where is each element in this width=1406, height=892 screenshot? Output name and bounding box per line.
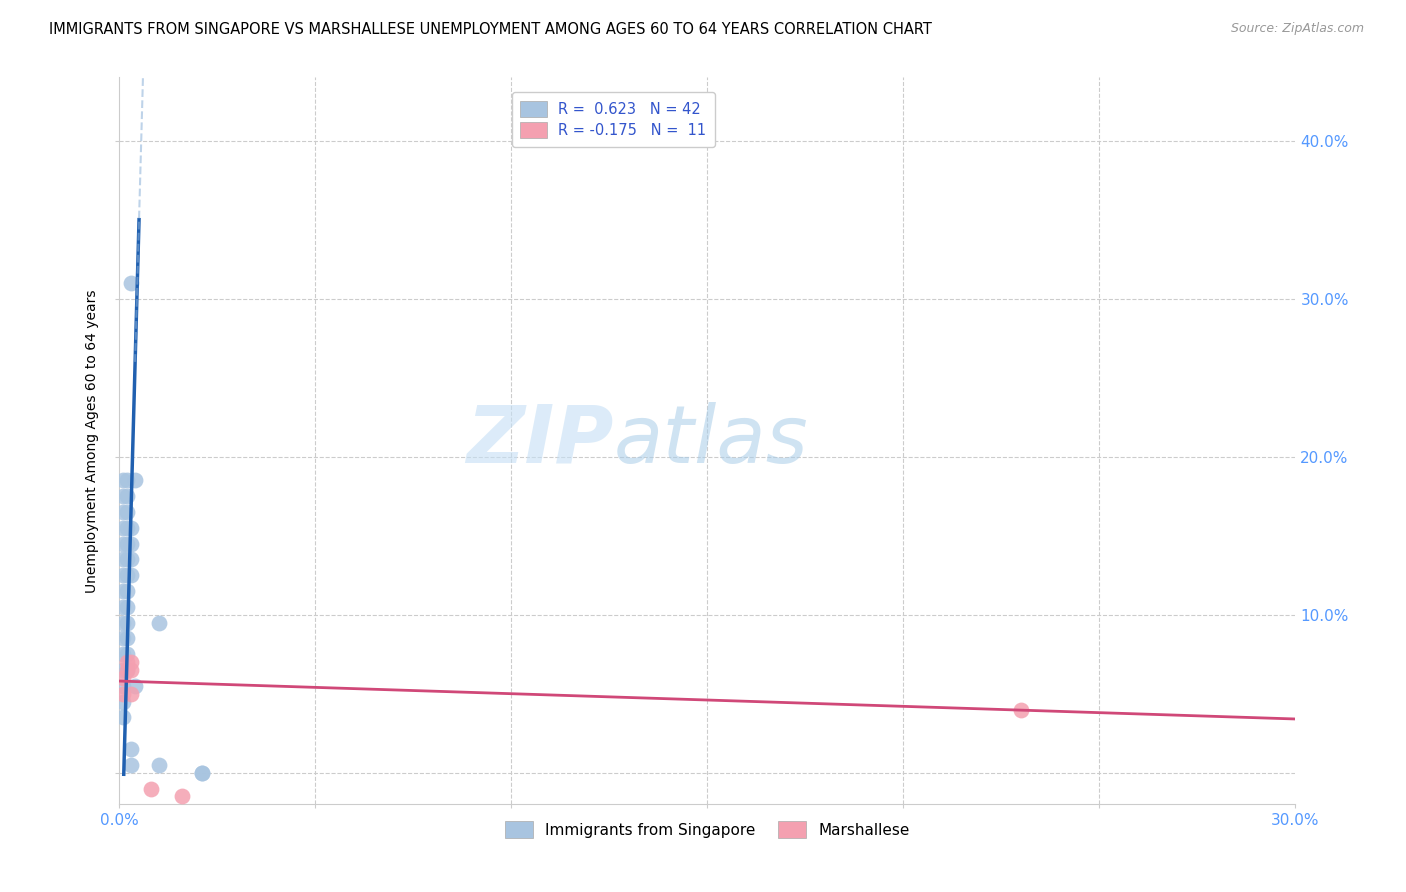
Point [117, 536, 139, 550]
Point [112, 536, 135, 550]
Point [117, 568, 139, 582]
Point [117, 474, 139, 488]
Point [112, 568, 135, 582]
Text: Source: ZipAtlas.com: Source: ZipAtlas.com [1230, 22, 1364, 36]
Text: IMMIGRANTS FROM SINGAPORE VS MARSHALLESE UNEMPLOYMENT AMONG AGES 60 TO 64 YEARS : IMMIGRANTS FROM SINGAPORE VS MARSHALLESE… [49, 22, 932, 37]
Point [117, 615, 139, 630]
Point [112, 474, 135, 488]
Point [120, 663, 142, 677]
Point [112, 663, 135, 677]
Point [190, 765, 212, 780]
Text: ZIP: ZIP [465, 402, 613, 480]
Point [120, 655, 142, 669]
Text: atlas: atlas [613, 402, 808, 480]
Point [117, 552, 139, 566]
Point [112, 584, 135, 599]
Point [112, 647, 135, 661]
Legend: Immigrants from Singapore, Marshallese: Immigrants from Singapore, Marshallese [499, 815, 915, 844]
Point [112, 687, 135, 701]
Point [117, 647, 139, 661]
Point [117, 655, 139, 669]
Point [117, 663, 139, 677]
Point [120, 552, 142, 566]
Point [172, 789, 194, 804]
Point [120, 757, 142, 772]
Point [120, 742, 142, 756]
Point [120, 687, 142, 701]
Point [117, 599, 139, 614]
Point [1010, 702, 1032, 716]
Point [112, 521, 135, 535]
Point [120, 276, 142, 290]
Point [117, 521, 139, 535]
Point [124, 679, 146, 693]
Point [112, 505, 135, 519]
Point [117, 584, 139, 599]
Point [117, 489, 139, 503]
Point [120, 521, 142, 535]
Point [117, 505, 139, 519]
Point [112, 695, 135, 709]
Y-axis label: Unemployment Among Ages 60 to 64 years: Unemployment Among Ages 60 to 64 years [86, 289, 100, 592]
Point [117, 632, 139, 646]
Point [112, 710, 135, 724]
Point [190, 765, 212, 780]
Point [112, 599, 135, 614]
Point [112, 671, 135, 685]
Point [117, 663, 139, 677]
Point [148, 615, 170, 630]
Point [112, 632, 135, 646]
Point [112, 615, 135, 630]
Point [112, 552, 135, 566]
Point [139, 781, 162, 796]
Point [112, 489, 135, 503]
Point [120, 536, 142, 550]
Point [112, 679, 135, 693]
Point [120, 568, 142, 582]
Point [148, 757, 170, 772]
Point [124, 474, 146, 488]
